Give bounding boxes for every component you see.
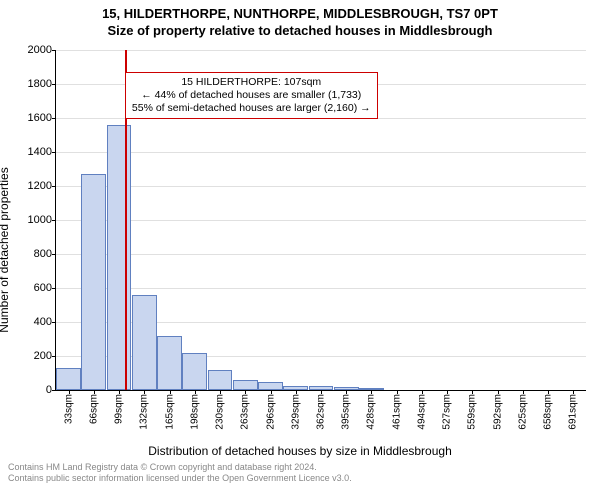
xtick-label: 198sqm xyxy=(189,394,200,430)
histogram-bar xyxy=(132,295,157,390)
xtick-label: 658sqm xyxy=(543,394,554,430)
xtick-label: 263sqm xyxy=(240,394,251,430)
chart-title-block: 15, HILDERTHORPE, NUNTHORPE, MIDDLESBROU… xyxy=(0,0,600,40)
x-axis-label: Distribution of detached houses by size … xyxy=(0,444,600,458)
annotation-line: ← 44% of detached houses are smaller (1,… xyxy=(132,89,371,102)
xtick-label: 99sqm xyxy=(114,394,125,424)
xtick-label: 494sqm xyxy=(416,394,427,430)
gridline xyxy=(56,50,586,51)
ytick-label: 0 xyxy=(46,384,52,396)
ytick-label: 800 xyxy=(34,248,52,260)
histogram-bar xyxy=(81,174,106,390)
ytick-mark xyxy=(52,288,56,289)
gridline xyxy=(56,152,586,153)
histogram-bar xyxy=(233,380,258,390)
ytick-mark xyxy=(52,390,56,391)
gridline xyxy=(56,220,586,221)
chart-area: Number of detached properties 0200400600… xyxy=(0,40,600,460)
ytick-label: 1400 xyxy=(28,146,52,158)
histogram-bar xyxy=(157,336,182,390)
xtick-label: 165sqm xyxy=(164,394,175,430)
ytick-label: 400 xyxy=(34,316,52,328)
annotation-line: 55% of semi-detached houses are larger (… xyxy=(132,102,371,115)
histogram-bar xyxy=(182,353,207,390)
title-line-2: Size of property relative to detached ho… xyxy=(0,23,600,40)
ytick-mark xyxy=(52,322,56,323)
plot-region: 020040060080010001200140016001800200033s… xyxy=(55,50,586,391)
histogram-bar xyxy=(208,370,233,390)
xtick-label: 296sqm xyxy=(265,394,276,430)
xtick-label: 592sqm xyxy=(492,394,503,430)
footer-line-1: Contains HM Land Registry data © Crown c… xyxy=(8,462,592,473)
y-axis-label: Number of detached properties xyxy=(0,167,11,332)
xtick-label: 329sqm xyxy=(290,394,301,430)
annotation-line: 15 HILDERTHORPE: 107sqm xyxy=(132,76,371,89)
xtick-label: 428sqm xyxy=(366,394,377,430)
histogram-bar xyxy=(56,368,81,390)
gridline xyxy=(56,186,586,187)
xtick-label: 395sqm xyxy=(341,394,352,430)
xtick-label: 33sqm xyxy=(63,394,74,424)
xtick-label: 230sqm xyxy=(215,394,226,430)
ytick-label: 1600 xyxy=(28,112,52,124)
xtick-label: 132sqm xyxy=(139,394,150,430)
footer-attribution: Contains HM Land Registry data © Crown c… xyxy=(0,460,600,484)
histogram-bar xyxy=(258,382,283,390)
ytick-mark xyxy=(52,186,56,187)
ytick-label: 600 xyxy=(34,282,52,294)
xtick-label: 66sqm xyxy=(88,394,99,424)
ytick-label: 2000 xyxy=(28,44,52,56)
ytick-mark xyxy=(52,84,56,85)
ytick-mark xyxy=(52,152,56,153)
xtick-label: 527sqm xyxy=(442,394,453,430)
title-line-1: 15, HILDERTHORPE, NUNTHORPE, MIDDLESBROU… xyxy=(0,6,600,23)
xtick-label: 625sqm xyxy=(517,394,528,430)
histogram-bar xyxy=(107,125,132,390)
ytick-label: 200 xyxy=(34,350,52,362)
xtick-label: 691sqm xyxy=(568,394,579,430)
ytick-mark xyxy=(52,220,56,221)
footer-line-2: Contains public sector information licen… xyxy=(8,473,592,484)
gridline xyxy=(56,254,586,255)
ytick-label: 1800 xyxy=(28,78,52,90)
ytick-mark xyxy=(52,118,56,119)
xtick-label: 461sqm xyxy=(391,394,402,430)
annotation-box: 15 HILDERTHORPE: 107sqm← 44% of detached… xyxy=(125,72,378,119)
ytick-mark xyxy=(52,50,56,51)
xtick-label: 362sqm xyxy=(316,394,327,430)
ytick-label: 1200 xyxy=(28,180,52,192)
ytick-label: 1000 xyxy=(28,214,52,226)
xtick-label: 559sqm xyxy=(467,394,478,430)
gridline xyxy=(56,288,586,289)
ytick-mark xyxy=(52,356,56,357)
ytick-mark xyxy=(52,254,56,255)
